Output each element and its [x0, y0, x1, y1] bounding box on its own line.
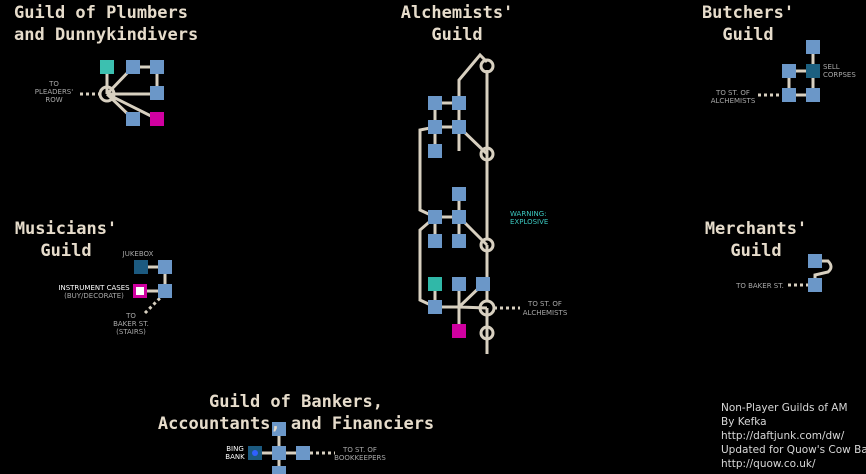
- rooms: [100, 40, 822, 474]
- credit: Non-Player Guilds of AM: [721, 402, 848, 414]
- room: [452, 187, 466, 201]
- room: [808, 278, 822, 292]
- label: TO BAKER ST.: [735, 282, 784, 290]
- credit: http://daftjunk.com/dw/: [721, 430, 845, 442]
- label: BAKER ST.: [113, 320, 149, 328]
- room: [452, 210, 466, 224]
- label: BANK: [225, 453, 245, 461]
- room: [428, 96, 442, 110]
- room: [476, 277, 490, 291]
- label: (STAIRS): [116, 328, 146, 336]
- room: [452, 120, 466, 134]
- warning: EXPLOSIVE: [510, 218, 548, 226]
- room: [428, 234, 442, 248]
- room: [296, 446, 310, 460]
- room-icon: [136, 287, 144, 295]
- credit: Updated for Quow's Cow Bar: [721, 444, 866, 456]
- credit: http://quow.co.uk/: [721, 458, 816, 470]
- room: [272, 422, 286, 436]
- paths: [80, 47, 833, 474]
- room: [806, 64, 820, 78]
- room: [452, 277, 466, 291]
- label: TO: [48, 80, 59, 88]
- guild-title: Guild: [730, 241, 781, 261]
- room: [428, 210, 442, 224]
- room: [100, 60, 114, 74]
- guild-title: Merchants': [705, 219, 807, 239]
- label: TO ST. OF: [715, 89, 750, 97]
- label: BOOKKEEPERS: [334, 454, 386, 462]
- room-icon: [252, 450, 258, 456]
- guild-title: Butchers': [702, 3, 794, 23]
- label: SELL: [823, 63, 840, 71]
- room: [806, 40, 820, 54]
- room: [150, 60, 164, 74]
- room: [158, 260, 172, 274]
- room: [452, 324, 466, 338]
- guild-title: and Dunnykindivers: [14, 25, 198, 45]
- label: BING: [226, 445, 244, 453]
- texts: Guild of Plumbers and Dunnykindivers TO …: [14, 3, 866, 470]
- room: [806, 88, 820, 102]
- label: ROW: [45, 96, 62, 104]
- room: [150, 86, 164, 100]
- label: (BUY/DECORATE): [64, 292, 124, 300]
- room: [428, 144, 442, 158]
- guild-title: Guild: [40, 241, 91, 261]
- guild-title: Musicians': [15, 219, 117, 239]
- label: ALCHEMISTS: [711, 97, 756, 105]
- guild-title: Guild of Plumbers: [14, 3, 188, 23]
- room: [782, 88, 796, 102]
- room: [126, 112, 140, 126]
- guild-title: Accountants, and Financiers: [158, 414, 434, 434]
- label: TO: [125, 312, 136, 320]
- room: [158, 284, 172, 298]
- label: TO ST. OF: [342, 446, 377, 454]
- label: CORPSES: [823, 71, 856, 79]
- room: [428, 120, 442, 134]
- room: [126, 60, 140, 74]
- label: JUKEBOX: [122, 250, 154, 258]
- room: [782, 64, 796, 78]
- credit: By Kefka: [721, 416, 767, 428]
- guild-title: Guild: [431, 25, 482, 45]
- warning: WARNING:: [510, 210, 547, 218]
- guild-title: Alchemists': [401, 3, 514, 23]
- guild-title: Guild of Bankers,: [209, 392, 383, 412]
- label: INSTRUMENT CASES: [58, 284, 130, 292]
- room: [452, 96, 466, 110]
- room: [134, 260, 148, 274]
- room: [150, 112, 164, 126]
- room: [428, 277, 442, 291]
- room: [808, 254, 822, 268]
- room: [272, 446, 286, 460]
- room: [428, 300, 442, 314]
- room: [272, 466, 286, 474]
- guild-title: Guild: [722, 25, 773, 45]
- label: ALCHEMISTS: [523, 309, 568, 317]
- label: PLEADERS': [35, 88, 73, 96]
- label: TO ST. OF: [527, 300, 562, 308]
- room: [452, 234, 466, 248]
